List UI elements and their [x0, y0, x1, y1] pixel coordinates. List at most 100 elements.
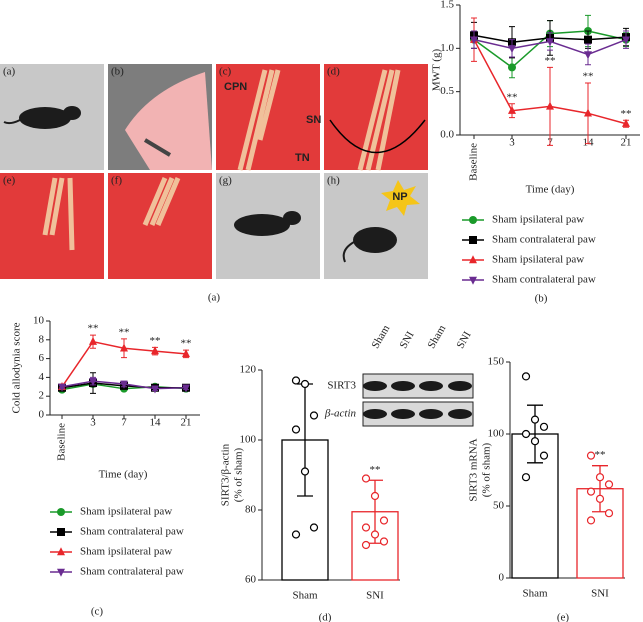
legend-marker [57, 547, 65, 556]
data-point [309, 411, 319, 420]
marker [151, 385, 159, 394]
lane-label: SNI [397, 329, 416, 351]
x-tick-label: Baseline [468, 143, 480, 181]
band-label: β-actin [324, 408, 357, 420]
pain-label: NP [392, 191, 407, 203]
mouse [353, 227, 397, 253]
legend-label: Sham contralateral paw [492, 234, 596, 246]
y-tick-label: 0.0 [440, 129, 454, 141]
data-point [291, 530, 301, 539]
data-point [539, 451, 549, 460]
x-tick-label: Baseline [56, 423, 68, 461]
marker [622, 118, 630, 127]
data-point [291, 376, 301, 385]
x-axis-label: Time (day) [99, 469, 148, 481]
data-point [300, 467, 310, 476]
legend-label: Sham ipsilateral paw [80, 506, 172, 518]
marker [508, 63, 516, 72]
y-tick-label: 0 [499, 572, 505, 584]
significance: ** [595, 449, 606, 461]
blot-band [363, 381, 387, 391]
x-tick-label: SNI [366, 590, 384, 602]
panel-caption: (e) [557, 612, 570, 622]
marker [89, 377, 97, 386]
marker [89, 336, 97, 345]
marker [120, 380, 128, 389]
legend-marker [469, 236, 477, 244]
data-point [291, 425, 301, 434]
legend-label: Sham ipsilateral paw [492, 254, 584, 266]
y-tick-label: 60 [245, 574, 257, 586]
y-tick-label: 4 [39, 371, 45, 383]
marker [182, 384, 190, 393]
error-bar [527, 404, 543, 464]
data-point [530, 415, 540, 424]
panel-caption: (d) [319, 612, 332, 622]
subpanel-label: (g) [219, 175, 232, 187]
panel-caption: (a) [208, 292, 221, 304]
y-tick-label: 150 [488, 356, 505, 368]
incision [329, 119, 426, 154]
y-axis-label: (% of sham) [481, 442, 493, 497]
nerves [357, 69, 401, 171]
data-point [586, 451, 596, 460]
mouse-head [63, 106, 81, 120]
mouse-tail [3, 119, 21, 125]
significance: ** [507, 91, 518, 103]
subpanel-bg [324, 64, 428, 170]
legend-label: Sham contralateral paw [80, 526, 184, 538]
lane-label: SNI [454, 329, 473, 351]
lane-label: Sham [425, 323, 448, 351]
nerve-label: CPN [224, 81, 247, 93]
mouse [19, 107, 71, 129]
significance: ** [583, 71, 594, 83]
significance: ** [119, 326, 130, 338]
marker [508, 105, 516, 114]
marker [546, 101, 554, 110]
y-tick-label: 10 [33, 315, 45, 327]
blot-band [363, 409, 387, 419]
y-tick-label: 0 [39, 409, 45, 421]
marker [120, 343, 128, 352]
legend-marker [57, 568, 65, 577]
legend-label: Sham contralateral paw [492, 274, 596, 286]
panel-caption: (b) [535, 293, 548, 305]
subpanel-label: (h) [327, 175, 340, 187]
subpanel-label: (b) [111, 66, 124, 78]
data-point [604, 509, 614, 518]
data-point [521, 473, 531, 482]
subpanel-label: (a) [3, 66, 16, 78]
y-tick-label: 6 [39, 352, 45, 364]
legend-label: Sham ipsilateral paw [492, 214, 584, 226]
nerves [42, 177, 75, 251]
y-tick-label: 120 [240, 364, 257, 376]
data-point [379, 516, 389, 525]
legend-marker [57, 528, 65, 536]
y-tick-label: 100 [488, 428, 505, 440]
significance: ** [621, 108, 632, 120]
blot-band [391, 409, 415, 419]
x-axis-label: Time (day) [526, 184, 575, 196]
x-tick-label: Sham [292, 590, 318, 602]
marker [151, 346, 159, 355]
lane-label: Sham [369, 323, 392, 351]
data-point [539, 422, 549, 431]
y-tick-label: 8 [39, 333, 45, 345]
legend-label: Sham contralateral paw [80, 566, 184, 578]
marker [584, 35, 592, 44]
data-point [361, 474, 371, 483]
blot-band [391, 381, 415, 391]
marker [622, 36, 630, 45]
x-tick-label: 21 [181, 417, 192, 429]
subpanel-label: (c) [219, 66, 232, 78]
y-tick-label: 1.0 [440, 42, 454, 54]
scalpel [143, 138, 172, 157]
y-tick-label: 80 [245, 504, 257, 516]
band-label: SIRT3 [327, 380, 356, 392]
significance: ** [181, 338, 192, 350]
data-point [586, 516, 596, 525]
data-point [309, 523, 319, 532]
significance: ** [150, 335, 161, 347]
marker [508, 45, 516, 54]
blot-band [419, 409, 443, 419]
